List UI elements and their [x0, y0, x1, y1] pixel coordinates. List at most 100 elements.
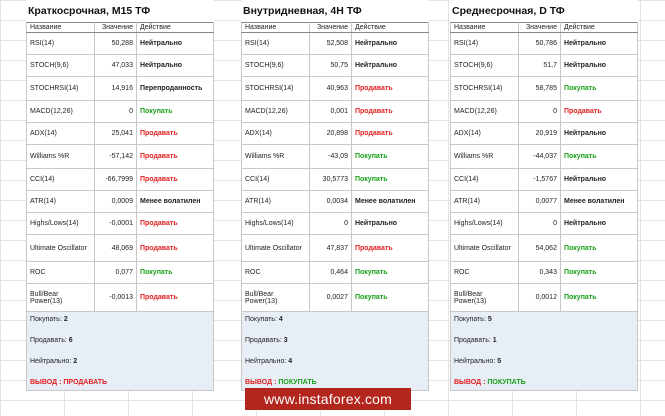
indicator-action: Продавать — [135, 234, 215, 262]
indicator-action: Нейтрально — [559, 54, 639, 77]
summary-label: Продавать: — [454, 337, 491, 344]
indicator-name: CCI(14) — [449, 168, 520, 191]
indicator-name: STOCH(9,6) — [240, 54, 311, 77]
indicator-name: STOCH(9,6) — [25, 54, 96, 77]
summary-label: Нейтрально: — [454, 358, 496, 365]
indicator-name: ATR(14) — [449, 190, 520, 213]
table-row: MACD(12,26) 0 Покупать — [25, 100, 215, 123]
panel-title: Краткосрочная, M15 ТФ — [26, 0, 214, 22]
summary-value: 5 — [487, 316, 492, 323]
summary-neutral-count: Нейтрально: 2 — [30, 358, 77, 365]
summary-value: 4 — [288, 358, 293, 365]
table-row: ADX(14) 25,041 Продавать — [25, 122, 215, 145]
indicator-name: ROC — [25, 261, 96, 284]
table-row: Williams %R -57,142 Продавать — [25, 144, 215, 169]
table-row: ATR(14) 0,0077 Менее волатилен — [449, 190, 639, 213]
indicator-action: Продавать — [559, 100, 639, 123]
indicator-action: Покупать — [350, 261, 430, 284]
table-row: MACD(12,26) 0,001 Продавать — [240, 100, 430, 123]
indicator-value: 48,069 — [94, 234, 137, 262]
indicator-name: ADX(14) — [240, 122, 311, 145]
table-row: STOCH(9,6) 47,033 Нейтрально — [25, 54, 215, 77]
indicator-name: ROC — [449, 261, 520, 284]
watermark-text: www.instaforex.com — [263, 391, 393, 407]
indicator-action: Покупать — [559, 283, 639, 312]
indicator-value: 0,077 — [94, 261, 137, 284]
table-row: ROC 0,077 Покупать — [25, 261, 215, 284]
table-row: Highs/Lows(14) 0 Нейтрально — [240, 212, 430, 235]
summary-box: Покупать: 5 Продавать: 1 Нейтрально: 5 ВЫВО… — [450, 312, 638, 391]
summary-value: 6 — [68, 337, 73, 344]
indicator-panel: Среднесрочная, D ТФ Название Значение Дейст… — [449, 0, 639, 391]
indicator-name: RSI(14) — [240, 32, 311, 55]
summary-verdict: ВЫВОД : ПОКУПАТЬ — [245, 379, 317, 386]
indicator-value: 58,785 — [518, 76, 561, 101]
indicator-action: Нейтрально — [350, 54, 430, 77]
indicator-value: 14,916 — [94, 76, 137, 101]
indicator-action: Нейтрально — [350, 212, 430, 235]
indicator-name: ROC — [240, 261, 311, 284]
table-row: STOCHRSI(14) 40,963 Продавать — [240, 76, 430, 101]
table-row: CCI(14) -1,5767 Нейтрально — [449, 168, 639, 191]
table-row: Ultimate Oscillator 47,837 Продавать — [240, 234, 430, 262]
indicator-action: Продавать — [350, 100, 430, 123]
verdict-label: ВЫВОД : — [454, 379, 486, 386]
indicator-name: MACD(12,26) — [449, 100, 520, 123]
summary-box: Покупать: 2 Продавать: 6 Нейтрально: 2 ВЫВО… — [26, 312, 214, 391]
indicator-action: Нейтрально — [135, 32, 215, 55]
summary-sell-count: Продавать: 6 — [30, 337, 73, 344]
indicator-value: 30,5773 — [309, 168, 352, 191]
indicator-value: 0,0077 — [518, 190, 561, 213]
indicator-name: Williams %R — [25, 144, 96, 169]
verdict-value: ПОКУПАТЬ — [278, 379, 317, 386]
panel-title: Среднесрочная, D ТФ — [450, 0, 638, 22]
indicator-action: Покупать — [135, 261, 215, 284]
indicator-value: 0,0009 — [94, 190, 137, 213]
summary-value: 2 — [73, 358, 78, 365]
table-row: ADX(14) 20,898 Продавать — [240, 122, 430, 145]
verdict-value: ПРОДАВАТЬ — [63, 379, 108, 386]
indicator-name: ADX(14) — [449, 122, 520, 145]
indicator-name: MACD(12,26) — [240, 100, 311, 123]
indicator-name: ADX(14) — [25, 122, 96, 145]
summary-buy-count: Покупать: 5 — [454, 316, 492, 323]
indicator-action: Менее волатилен — [135, 190, 215, 213]
summary-neutral-count: Нейтрально: 4 — [245, 358, 292, 365]
indicator-value: -44,037 — [518, 144, 561, 169]
indicator-value: 0,0027 — [309, 283, 352, 312]
indicator-name: Bull/Bear Power(13) — [449, 283, 520, 312]
indicator-name: Highs/Lows(14) — [25, 212, 96, 235]
indicator-action: Менее волатилен — [559, 190, 639, 213]
indicator-value: 0,343 — [518, 261, 561, 284]
indicator-value: 20,898 — [309, 122, 352, 145]
indicator-value: 47,837 — [309, 234, 352, 262]
indicator-name: RSI(14) — [449, 32, 520, 55]
header-action: Действие — [559, 22, 639, 33]
summary-label: Покупать: — [245, 316, 277, 323]
indicator-name: Ultimate Oscillator — [240, 234, 311, 262]
table-row: Bull/Bear Power(13) 0,0012 Покупать — [449, 283, 639, 312]
table-row: Ultimate Oscillator 54,062 Покупать — [449, 234, 639, 262]
indicator-name: STOCHRSI(14) — [240, 76, 311, 101]
summary-box: Покупать: 4 Продавать: 3 Нейтрально: 4 ВЫВО… — [241, 312, 429, 391]
header-name: Название — [240, 22, 311, 33]
verdict-label: ВЫВОД : — [30, 379, 62, 386]
indicator-value: 54,062 — [518, 234, 561, 262]
summary-sell-count: Продавать: 1 — [454, 337, 497, 344]
indicator-value: 50,288 — [94, 32, 137, 55]
indicator-action: Продавать — [135, 144, 215, 169]
table-row: Highs/Lows(14) 0 Нейтрально — [449, 212, 639, 235]
indicator-action: Продавать — [135, 168, 215, 191]
summary-label: Продавать: — [245, 337, 282, 344]
table-row: ATR(14) 0,0034 Менее волатилен — [240, 190, 430, 213]
table-header-row: Название Значение Действие — [449, 22, 639, 33]
indicator-action: Покупать — [559, 144, 639, 169]
indicator-name: RSI(14) — [25, 32, 96, 55]
summary-buy-count: Покупать: 2 — [30, 316, 68, 323]
verdict-value: ПОКУПАТЬ — [487, 379, 526, 386]
indicator-value: -43,09 — [309, 144, 352, 169]
summary-buy-count: Покупать: 4 — [245, 316, 283, 323]
indicator-value: 0 — [94, 100, 137, 123]
table-row: RSI(14) 50,786 Нейтрально — [449, 32, 639, 55]
indicator-name: Williams %R — [449, 144, 520, 169]
